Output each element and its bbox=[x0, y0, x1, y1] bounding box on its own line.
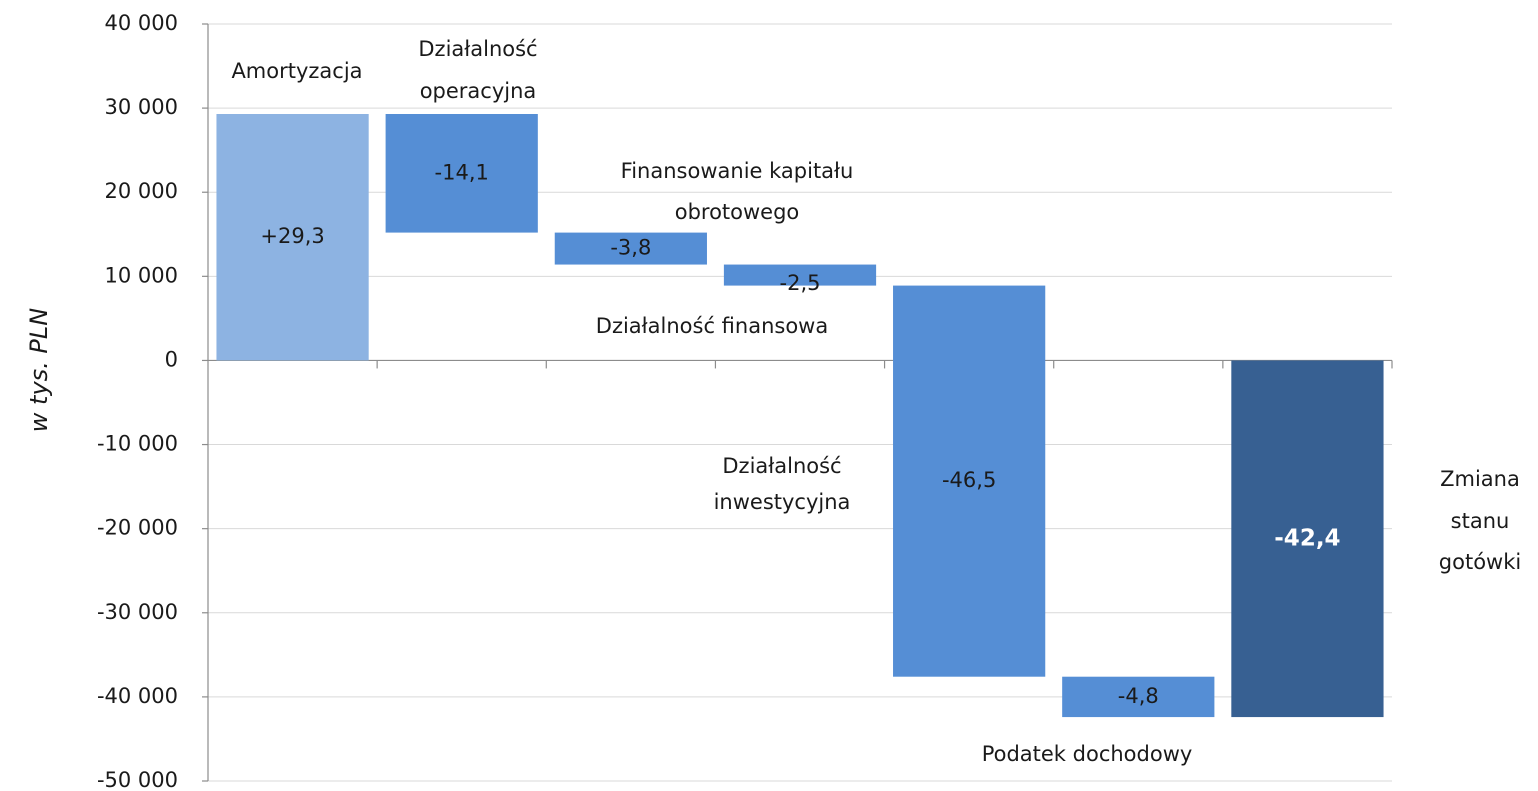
value-label: -14,1 bbox=[435, 160, 489, 184]
value-label: -2,5 bbox=[780, 271, 821, 295]
y-tick-label: -30 000 bbox=[97, 600, 178, 624]
y-tick-label: 40 000 bbox=[105, 11, 178, 35]
value-label: -4,8 bbox=[1118, 684, 1159, 708]
category-label: stanu bbox=[1451, 509, 1510, 533]
category-label: Amortyzacja bbox=[231, 59, 362, 83]
bar bbox=[554, 232, 707, 265]
bar bbox=[893, 285, 1046, 677]
category-label: obrotowego bbox=[675, 200, 800, 224]
y-tick-label: -50 000 bbox=[97, 768, 178, 791]
bar bbox=[1231, 360, 1384, 718]
bar bbox=[1062, 676, 1215, 718]
value-label: -42,4 bbox=[1274, 525, 1340, 551]
category-label: inwestycyjna bbox=[714, 490, 851, 514]
category-label: Działalność bbox=[722, 454, 841, 478]
value-label: -46,5 bbox=[942, 468, 996, 492]
value-label: +29,3 bbox=[260, 224, 324, 248]
y-axis-title: w tys. PLN bbox=[25, 308, 53, 432]
category-label: Działalność bbox=[418, 37, 537, 61]
category-label: gotówki bbox=[1439, 550, 1521, 574]
category-label: Zmiana bbox=[1440, 467, 1520, 491]
value-label: -3,8 bbox=[610, 236, 651, 260]
category-label: operacyjna bbox=[420, 79, 537, 103]
bar bbox=[385, 113, 538, 233]
y-tick-label: 20 000 bbox=[105, 179, 178, 203]
category-label: Finansowanie kapitału bbox=[621, 159, 854, 183]
y-tick-label: 30 000 bbox=[105, 95, 178, 119]
bar bbox=[216, 113, 369, 361]
y-tick-label: 0 bbox=[165, 347, 178, 371]
y-tick-label: -20 000 bbox=[97, 516, 178, 540]
y-tick-label: -40 000 bbox=[97, 684, 178, 708]
bar bbox=[723, 264, 877, 286]
category-label: Podatek dochodowy bbox=[982, 742, 1193, 766]
y-tick-label: 10 000 bbox=[105, 263, 178, 287]
y-tick-label: -10 000 bbox=[97, 432, 178, 456]
category-label: Działalność finansowa bbox=[596, 314, 828, 338]
